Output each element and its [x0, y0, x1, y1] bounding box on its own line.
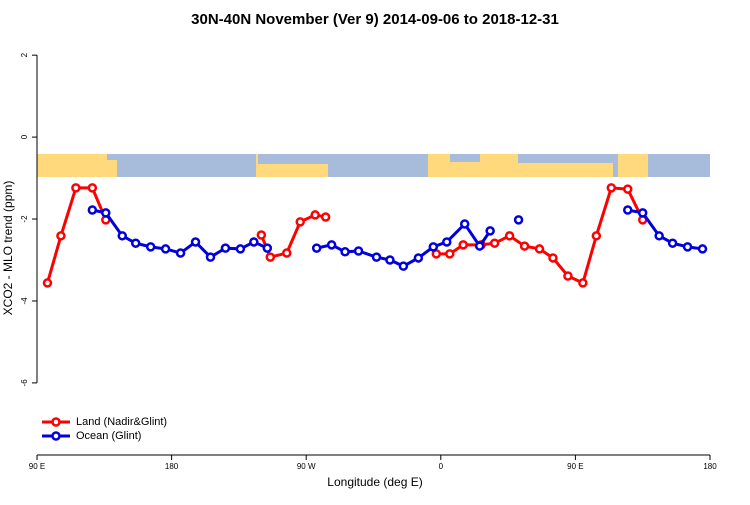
data-point [385, 255, 395, 265]
data-point [262, 243, 273, 253]
data-point [101, 208, 111, 218]
data-point [458, 240, 468, 250]
data-point [534, 244, 545, 254]
data-point [160, 244, 171, 254]
data-point [489, 238, 500, 248]
data-point [42, 278, 53, 288]
y-tick-label: 0 [20, 134, 29, 139]
data-point [485, 226, 495, 236]
data-point [235, 244, 246, 254]
data-point [637, 208, 648, 218]
map-strip [37, 154, 710, 177]
x-tick-label: 180 [165, 462, 179, 471]
data-point [654, 231, 664, 241]
data-point [87, 183, 98, 193]
data-point [205, 252, 216, 262]
data-point [513, 215, 524, 225]
y-axis-label: XCO2 - MLO trend (ppm) [1, 181, 15, 316]
data-point [326, 240, 337, 250]
data-point [190, 237, 201, 247]
data-point [428, 242, 439, 252]
legend-marker [51, 431, 61, 441]
data-point [578, 278, 588, 288]
data-point [320, 212, 331, 222]
x-tick-label: 90 W [297, 462, 316, 471]
data-point [413, 253, 424, 263]
data-point [340, 247, 350, 257]
legend-label: Ocean (Glint) [76, 430, 141, 442]
x-tick-label: 0 [439, 462, 444, 471]
data-point [622, 184, 633, 194]
data-point [697, 244, 708, 254]
data-point [295, 217, 305, 227]
legend-marker [51, 417, 61, 427]
data-point [265, 252, 276, 262]
chart-title: 30N-40N November (Ver 9) 2014-09-06 to 2… [191, 11, 559, 28]
data-point [459, 219, 470, 229]
series-line [46, 186, 645, 286]
data-point [282, 248, 292, 258]
data-point [220, 243, 231, 253]
y-tick-label: -4 [20, 297, 29, 305]
y-tick-label: 2 [20, 52, 29, 57]
data-point [442, 237, 452, 247]
data-point [130, 238, 141, 248]
data-point [548, 253, 558, 263]
data-point [249, 237, 259, 247]
legend-label: Land (Nadir&Glint) [76, 416, 167, 428]
legend: Land (Nadir&Glint) Ocean (Glint) [42, 416, 167, 442]
series-line [92, 208, 703, 268]
data-point [353, 246, 364, 256]
data-point [311, 243, 322, 253]
data-point [504, 231, 515, 241]
x-tick-label: 90 E [567, 462, 583, 471]
data-point [622, 205, 633, 215]
x-tick-label: 90 E [29, 462, 45, 471]
data-point [591, 231, 602, 241]
data-point [175, 248, 186, 258]
data-point [398, 261, 409, 271]
data-point [563, 271, 573, 281]
y-tick-label: -6 [20, 379, 29, 387]
data-point [667, 238, 678, 248]
data-point [682, 242, 693, 252]
data-point [310, 210, 320, 220]
x-tick-label: 180 [703, 462, 717, 471]
y-tick-label: -2 [20, 215, 29, 223]
data-point [256, 230, 267, 240]
data-point [87, 205, 98, 215]
data-point [71, 183, 81, 193]
data-point [474, 241, 485, 251]
data-point [117, 231, 127, 241]
data-point [519, 241, 530, 251]
x-axis-label: Longitude (deg E) [327, 475, 422, 489]
data-point [606, 183, 617, 193]
data-point [445, 249, 455, 259]
data-point [145, 242, 156, 252]
data-point [371, 252, 382, 262]
data-point [56, 231, 66, 241]
